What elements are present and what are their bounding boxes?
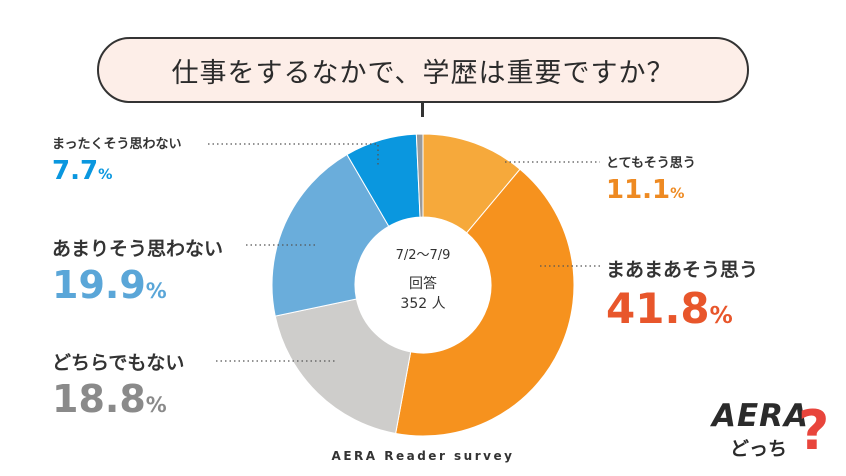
slice-label-0: とてもそう思う 11.1% — [606, 152, 696, 205]
chart-title: 仕事をするなかで、学歴は重要ですか？ — [97, 37, 749, 103]
slice-category-2: どちらでもない — [52, 352, 185, 374]
logo-sub: どっち — [730, 438, 788, 460]
question-mark-icon: ? — [798, 399, 830, 462]
respondents-label: 回答 — [409, 276, 437, 292]
slice-value-text-3: 19.9 — [52, 263, 146, 307]
slice-label-2: どちらでもない 18.8% — [52, 348, 184, 421]
survey-date-range: 7/2～7/9 — [395, 248, 451, 263]
leader-line-0 — [208, 143, 379, 166]
slice-category-3: あまりそう思わない — [52, 238, 224, 260]
slice-unit-3: % — [145, 279, 167, 303]
slice-value-3: 19.9% — [52, 263, 223, 307]
slice-value-text-4: 7.7 — [52, 156, 99, 186]
slice-value-2: 18.8% — [52, 377, 184, 421]
slice-label-4: まったくそう思わない 7.7% — [52, 133, 181, 186]
logo-brand: AERA — [712, 398, 810, 434]
slice-unit-4: % — [98, 167, 113, 183]
slice-value-1: 41.8% — [606, 284, 758, 333]
slice-category-4: まったくそう思わない — [52, 137, 182, 152]
slice-category-1: まあまあそう思う — [606, 259, 759, 281]
slice-label-1: まあまあそう思う 41.8% — [606, 255, 758, 333]
slice-value-text-2: 18.8 — [52, 377, 146, 421]
slice-value-text-0: 11.1 — [606, 175, 671, 205]
slice-label-3: あまりそう思わない 19.9% — [52, 234, 223, 307]
slice-value-text-1: 41.8 — [606, 284, 710, 333]
slice-category-0: とてもそう思う — [606, 156, 696, 171]
donut-slices — [271, 133, 575, 437]
slice-unit-0: % — [670, 186, 685, 202]
respondents-count: 352 人 — [400, 296, 446, 312]
slice-value-0: 11.1% — [606, 175, 696, 205]
slice-unit-2: % — [145, 393, 167, 417]
leader-lines — [208, 143, 600, 362]
chart-center-info: 7/2～7/9 回答 352 人 — [363, 246, 483, 314]
title-bubble-tail — [421, 101, 424, 117]
aera-dotchi-logo: AERA どっち ? — [708, 398, 838, 468]
source-credit: AERA Reader survey — [331, 449, 515, 463]
donut-hole — [355, 217, 491, 353]
slice-unit-1: % — [709, 303, 733, 329]
slice-value-4: 7.7% — [52, 156, 181, 186]
